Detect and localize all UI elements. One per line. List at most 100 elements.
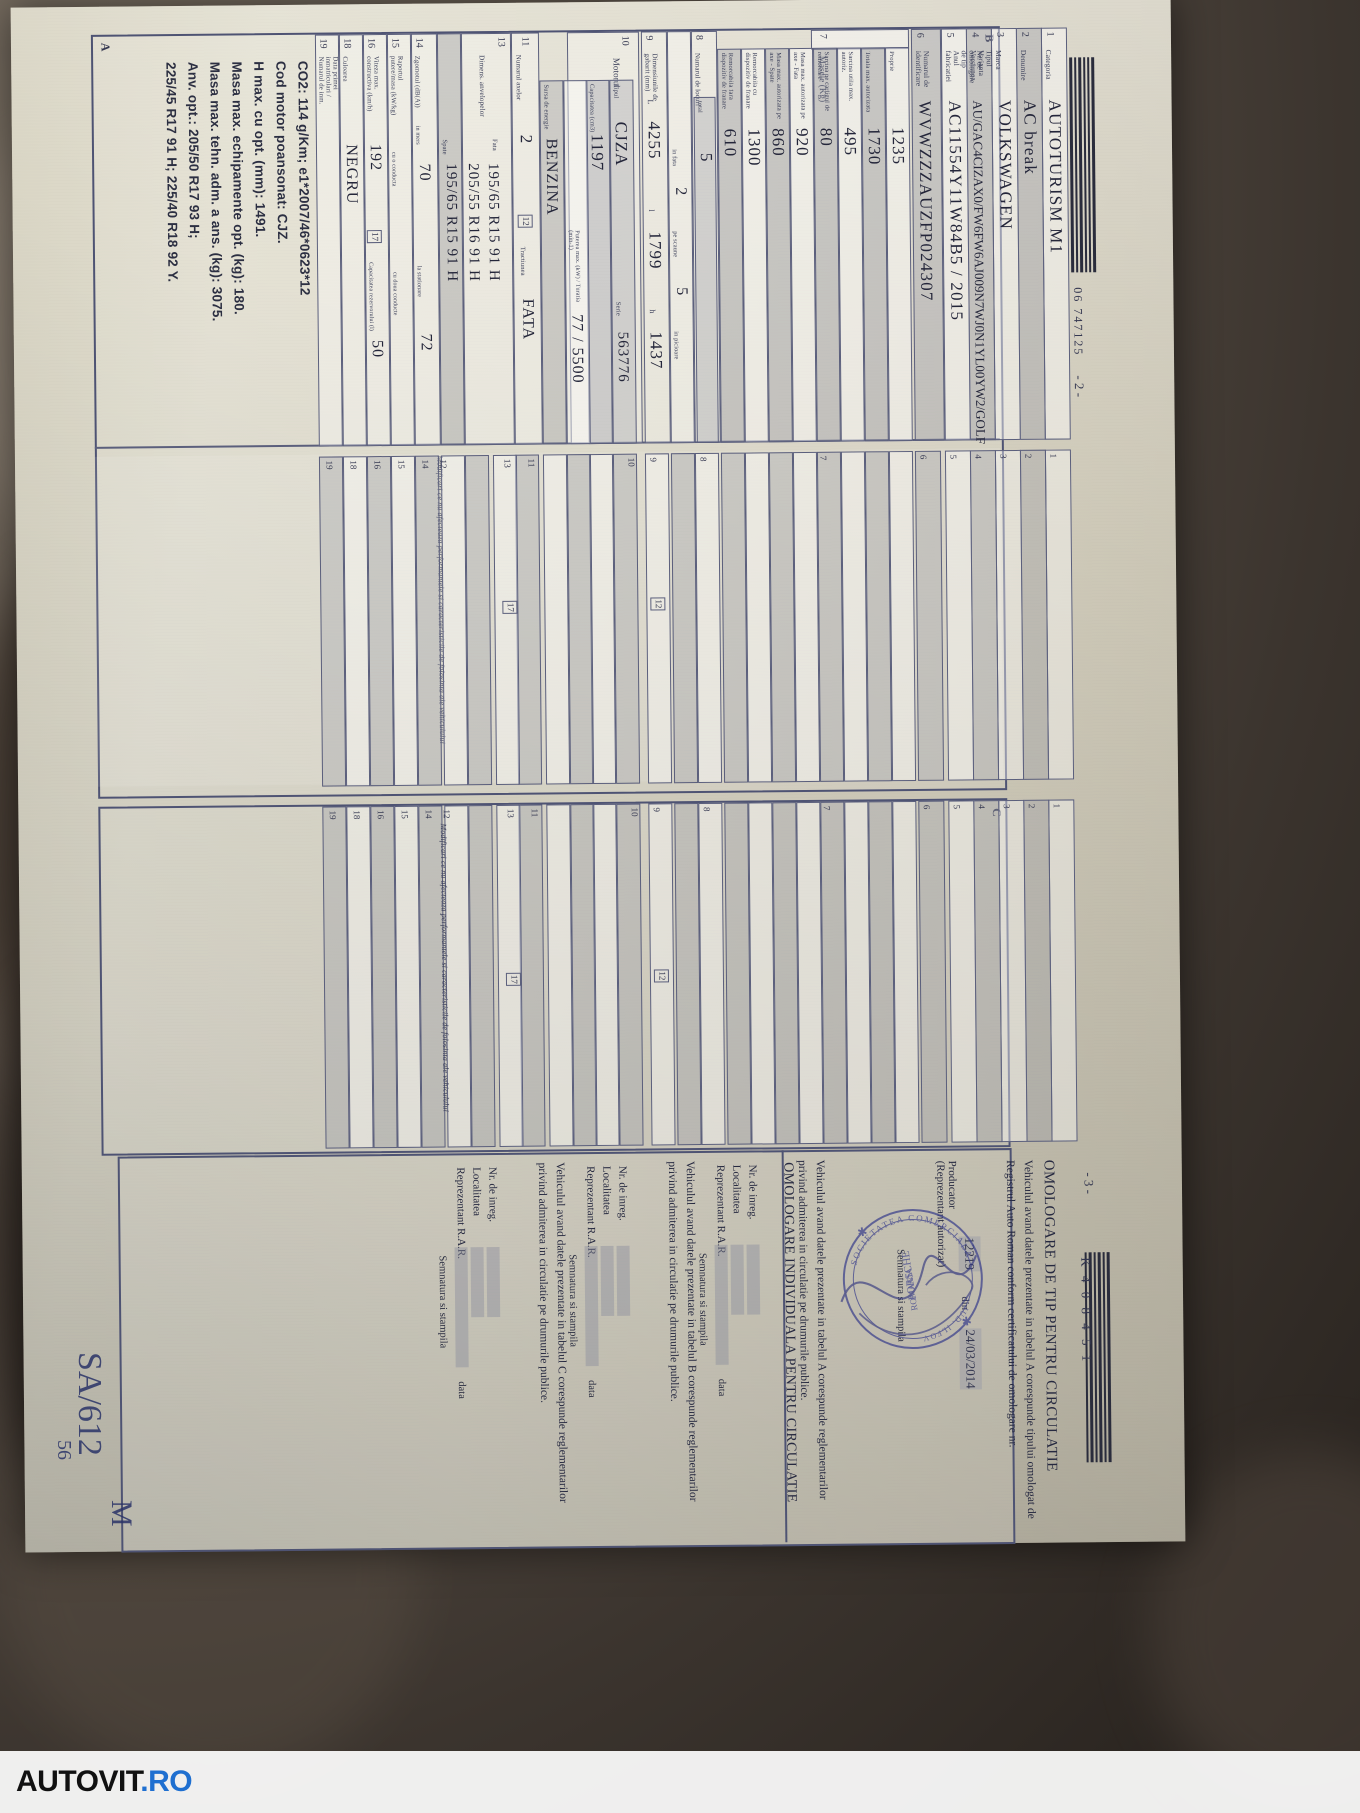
cell bbox=[994, 449, 1025, 781]
row-number-c-7: 7 bbox=[821, 805, 832, 811]
mass-label-6: Remorcabila cu dispozitiv de franare bbox=[743, 52, 758, 109]
signature bbox=[840, 1254, 978, 1336]
page-number-top: - 2 - bbox=[1071, 375, 1088, 398]
engine-energy-label: Sursa de energie bbox=[542, 84, 550, 130]
engine-tip-label: Tipul bbox=[612, 83, 620, 99]
handwritten-note-2: 56 bbox=[53, 1440, 75, 1460]
bottom-field-label-1-2: Reprezentant R.A.R. bbox=[584, 1166, 598, 1258]
row-number-c-12: 12 bbox=[653, 969, 670, 983]
barcode-top bbox=[1069, 57, 1097, 273]
cell bbox=[914, 450, 945, 781]
note-line-4: Masa max. tehn. adm. a ans. (kg): 3075. bbox=[207, 61, 225, 322]
row-value-2: AC break bbox=[1020, 99, 1041, 176]
cell bbox=[944, 450, 975, 781]
cell bbox=[346, 806, 374, 1149]
bottom-field-blank[interactable] bbox=[616, 1245, 631, 1316]
engine-power-label: Puterea max. (kW) / Turatia (min-1) bbox=[567, 230, 581, 303]
official-stamp: SOCIETATEA COMERCIALA JUD. ILFOV PORSCHE… bbox=[833, 1199, 993, 1359]
cell bbox=[816, 451, 845, 782]
bottom-field-blank[interactable] bbox=[714, 1244, 729, 1365]
cell bbox=[616, 803, 644, 1146]
bottom-field-label-0-0: Nr. de inreg. bbox=[746, 1164, 759, 1220]
tyres-number: 13 bbox=[495, 36, 507, 47]
cell bbox=[844, 801, 872, 1144]
field-number-15: 15 bbox=[389, 37, 401, 48]
cell bbox=[342, 456, 371, 787]
noise-stationare-label: la stationare bbox=[415, 265, 423, 298]
mass-value-7: 610 bbox=[720, 128, 740, 158]
field-number-14: 14 bbox=[413, 37, 425, 48]
row-number-b-13: 13 bbox=[502, 458, 513, 468]
bottom-block-paragraph-2: Vehiculul avand datele prezentate in tab… bbox=[535, 1162, 569, 1503]
tyres-fata-2: 205/55 R16 91 H bbox=[464, 163, 483, 283]
cell bbox=[644, 453, 673, 784]
row-number-b-12: 12 bbox=[650, 597, 666, 611]
engine-serie-value: 563776 bbox=[614, 331, 631, 383]
row-number-c-16: 16 bbox=[375, 810, 386, 820]
cell bbox=[414, 455, 443, 786]
bottom-title-individual: OMOLOGARE INDIVIDUALA PENTRU CIRCULATIE bbox=[780, 1162, 799, 1503]
cell bbox=[366, 455, 395, 787]
bottom-field-label-2-2: Reprezentant R.A.R. bbox=[454, 1167, 468, 1260]
tank-value: 50 bbox=[368, 340, 386, 359]
field-label-18: Culoarea bbox=[341, 56, 349, 82]
cell bbox=[948, 800, 978, 1143]
note-line-3: Masa max. echipamente opt. (kg): 180. bbox=[229, 61, 247, 315]
bottom-date-label-1: data bbox=[585, 1380, 597, 1398]
pm-1-label: cu o conducta bbox=[390, 151, 397, 187]
cell bbox=[864, 451, 893, 782]
cell bbox=[796, 801, 824, 1145]
row-value-5: AC11554Y11W84B5 / 2015 bbox=[945, 100, 967, 322]
noise-in-mers-label: in mers bbox=[414, 125, 422, 145]
bottom-field-blank[interactable] bbox=[486, 1246, 501, 1318]
row-number-c-17: 17 bbox=[505, 972, 522, 986]
cell bbox=[724, 802, 752, 1145]
row-number-c-1: 1 bbox=[1051, 803, 1062, 809]
bottom-field-blank[interactable] bbox=[454, 1247, 469, 1368]
cell bbox=[464, 455, 493, 786]
cell bbox=[694, 452, 723, 784]
mass-value-2: 495 bbox=[840, 127, 860, 157]
cell bbox=[918, 800, 948, 1143]
tank-number: 17 bbox=[366, 230, 383, 244]
mass-label-7: Remorcabila fara dispozitiv de franare bbox=[719, 52, 734, 110]
tank-label: Capacitatea rezervorului (l) bbox=[367, 262, 375, 331]
cell bbox=[570, 804, 598, 1147]
row-number-b-1: 1 bbox=[1048, 453, 1059, 459]
row-label-2: Denumire bbox=[1019, 49, 1028, 81]
row-number-b-16: 16 bbox=[372, 460, 383, 470]
axles-number: 11 bbox=[519, 36, 531, 47]
autovit-logo: AUTOVIT.RO bbox=[0, 1765, 193, 1799]
row-number-b-2: 2 bbox=[1023, 453, 1034, 459]
mass-value-3: 80 bbox=[816, 127, 836, 147]
row-number-b-11: 11 bbox=[526, 458, 537, 468]
mass-label-0: Proprie bbox=[887, 51, 895, 72]
bottom-field-blank[interactable] bbox=[600, 1245, 615, 1316]
handwritten-note-3: M bbox=[105, 1500, 138, 1527]
bottom-field-blank[interactable] bbox=[584, 1246, 599, 1367]
cell bbox=[744, 452, 773, 783]
mass-label-2: Sarcina utila max. autoriz. bbox=[839, 51, 854, 102]
field-label-16: Viteza max. constructiva (km/h) bbox=[365, 56, 380, 112]
bottom-field-blank[interactable] bbox=[746, 1244, 761, 1315]
mass-value-4: 920 bbox=[792, 127, 812, 157]
row-label-6: Numarul de identificare bbox=[914, 50, 931, 88]
bottom-field-blank[interactable] bbox=[730, 1244, 745, 1315]
bottom-field-blank[interactable] bbox=[470, 1247, 485, 1318]
row-number-b-8: 8 bbox=[698, 456, 709, 462]
field-number-9: 9 bbox=[643, 35, 655, 41]
row-number-c-13: 13 bbox=[505, 808, 516, 818]
seats-pe-scaune-label: pe scaune bbox=[671, 231, 679, 258]
mass-value-0: 1235 bbox=[888, 126, 909, 166]
field-label-14: Zgomotul (dB(A)) bbox=[413, 55, 421, 108]
traction-number: 12 bbox=[517, 214, 534, 228]
cell bbox=[492, 454, 521, 785]
barcode-top-text: 06 747125 bbox=[1070, 287, 1086, 357]
tyres-spate-1: 195/65 R15 91 H bbox=[442, 163, 461, 283]
row-number-c-10: 10 bbox=[629, 807, 640, 817]
cell bbox=[973, 800, 1003, 1143]
row-number-c-19: 19 bbox=[327, 810, 338, 820]
autovit-logo-tld: .RO bbox=[140, 1765, 193, 1798]
row-number-b-3: 3 bbox=[998, 454, 1009, 459]
bottom-block-paragraph-1: Vehiculul avand datele prezentate in tab… bbox=[665, 1161, 699, 1502]
